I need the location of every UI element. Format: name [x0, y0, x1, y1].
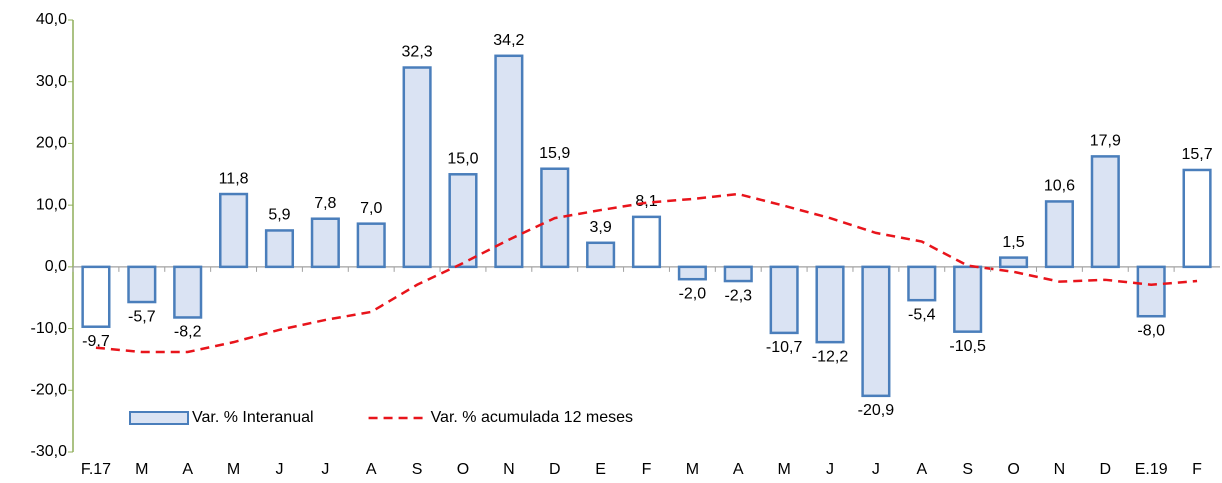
x-tick-label: N [503, 461, 515, 478]
bar [448, 173, 478, 269]
x-tick-label: A [733, 461, 744, 478]
data-label: -20,9 [858, 402, 895, 419]
data-label: 8,1 [635, 193, 657, 210]
y-tick-label: 10,0 [36, 196, 67, 213]
x-tick-label: O [1007, 461, 1019, 478]
bar [953, 265, 983, 333]
y-tick-label: -10,0 [31, 320, 68, 337]
bar [998, 256, 1029, 269]
x-tick-label: J [321, 461, 329, 478]
data-label: 3,9 [589, 219, 611, 236]
line [95, 192, 1198, 354]
data-label: 10,6 [1044, 178, 1075, 195]
x-tick-label: J [872, 461, 880, 478]
bar [219, 192, 249, 269]
x-tick-label: S [412, 461, 423, 478]
data-label: 11,8 [219, 170, 249, 187]
x-tick-label: A [182, 461, 193, 478]
bar [264, 229, 295, 269]
bar [310, 217, 340, 269]
data-label: -5,4 [908, 306, 936, 323]
x-tick-label: F [642, 461, 652, 478]
bar [1090, 155, 1120, 269]
data-label: -10,7 [766, 339, 803, 356]
data-label: -12,2 [812, 348, 849, 365]
y-tick-label: 40,0 [36, 11, 67, 28]
x-tick-label: E.19 [1135, 461, 1168, 478]
x-tick-label: D [549, 461, 561, 478]
bar [631, 215, 662, 269]
data-label: 7,8 [314, 195, 336, 212]
data-label: -2,0 [679, 285, 707, 302]
bar [1044, 200, 1074, 269]
y-tick-label: -20,0 [31, 382, 68, 399]
legend-label: Var. % acumulada 12 meses [431, 409, 633, 426]
bar [494, 54, 524, 269]
legend-label: Var. % Interanual [192, 409, 314, 426]
data-label: 32,3 [402, 44, 433, 61]
data-label: 15,0 [447, 151, 478, 168]
bar [586, 241, 616, 269]
y-tick-label: -30,0 [31, 443, 68, 460]
bar [173, 265, 203, 319]
bar [1136, 265, 1166, 318]
y-tick-label: 0,0 [45, 258, 67, 275]
x-tick-label: S [962, 461, 973, 478]
x-tick-label: M [135, 461, 148, 478]
bar [815, 265, 845, 344]
bar [769, 265, 799, 335]
data-label: 15,7 [1181, 146, 1212, 163]
bar [402, 66, 432, 269]
data-label: -2,3 [724, 287, 752, 304]
bar [723, 265, 753, 283]
bar [81, 265, 111, 328]
x-tick-label: J [826, 461, 834, 478]
bar [1182, 168, 1212, 269]
data-label: 34,2 [493, 32, 524, 49]
x-tick-label: F [1192, 461, 1202, 478]
data-label: 15,9 [539, 145, 570, 162]
data-label: 17,9 [1090, 133, 1121, 150]
bar [127, 265, 157, 304]
x-tick-label: M [777, 461, 790, 478]
data-label: 1,5 [1002, 234, 1024, 251]
x-tick-label: J [275, 461, 283, 478]
x-tick-label: M [686, 461, 699, 478]
data-label: -8,0 [1137, 322, 1165, 339]
x-tick-label: A [916, 461, 927, 478]
x-tick-label: D [1100, 461, 1112, 478]
y-tick-label: 30,0 [36, 73, 67, 90]
bar [356, 222, 386, 269]
legend-swatch [129, 411, 189, 425]
bar [861, 265, 891, 398]
data-label: -5,7 [128, 308, 156, 325]
x-tick-label: F.17 [81, 461, 111, 478]
bar [907, 265, 937, 302]
y-tick-label: 20,0 [36, 135, 67, 152]
data-label: -8,2 [174, 324, 202, 341]
bar [677, 265, 707, 281]
data-label: 7,0 [360, 200, 382, 217]
data-label: 5,9 [268, 207, 290, 224]
data-label: -10,5 [949, 338, 986, 355]
x-tick-label: E [595, 461, 606, 478]
x-tick-label: O [457, 461, 469, 478]
x-tick-label: N [1054, 461, 1066, 478]
x-tick-label: M [227, 461, 240, 478]
x-tick-label: A [366, 461, 377, 478]
data-label: -9,7 [82, 333, 110, 350]
